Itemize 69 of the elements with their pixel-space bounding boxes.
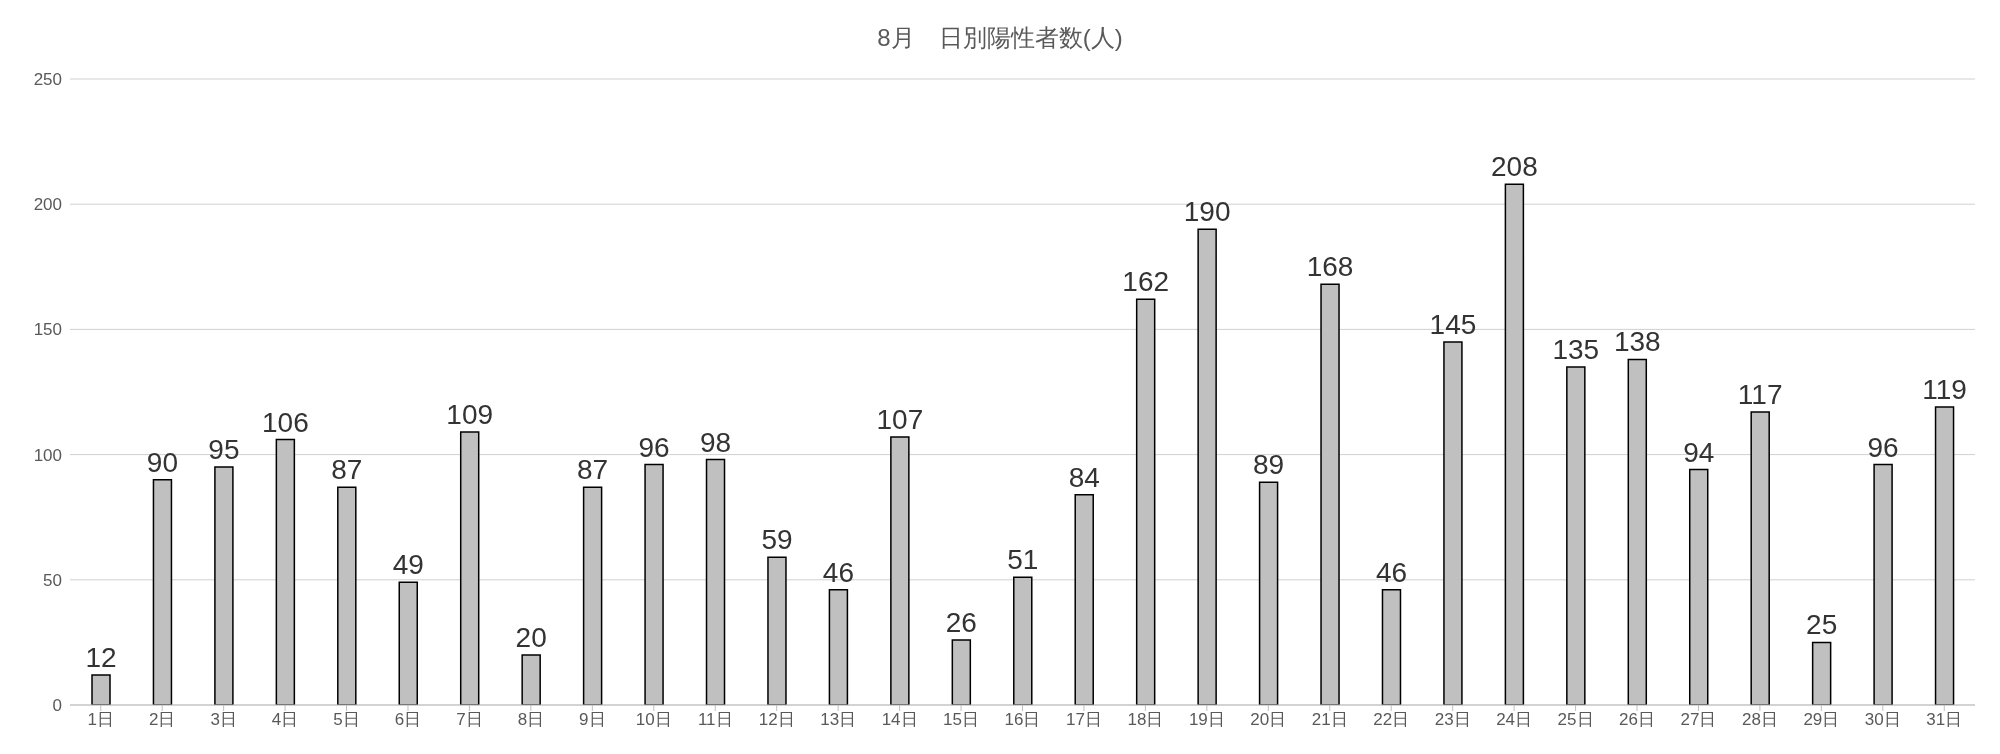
data-label: 98 — [699, 426, 732, 458]
data-label: 26 — [945, 606, 977, 638]
data-label: 107 — [876, 404, 924, 436]
x-tick-label: 4日 — [271, 710, 299, 730]
chart-title: 8月 日別陽性者数(人) — [876, 23, 1124, 53]
x-tick-label: 1日 — [87, 710, 114, 730]
data-label: 162 — [1122, 266, 1170, 298]
data-label: 20 — [515, 621, 547, 653]
x-tick-label: 9日 — [579, 710, 606, 730]
data-label: 49 — [392, 549, 424, 581]
data-label: 96 — [1867, 431, 1899, 463]
data-label: 109 — [446, 399, 494, 431]
data-label: 51 — [1007, 544, 1039, 576]
x-tick-label: 22日 — [1373, 710, 1410, 730]
x-tick-label: 28日 — [1741, 710, 1778, 730]
x-tick-label: 3日 — [210, 710, 237, 730]
data-label: 119 — [1922, 374, 1967, 406]
x-tick-label: 24日 — [1496, 710, 1533, 730]
data-label: 89 — [1253, 449, 1285, 481]
data-label: 84 — [1068, 461, 1100, 493]
data-label: 12 — [85, 641, 117, 673]
x-tick-label: 25日 — [1557, 710, 1594, 730]
x-tick-label: 6日 — [394, 710, 422, 730]
y-tick-label: 0 — [52, 696, 62, 716]
data-label: 106 — [262, 406, 309, 438]
x-tick-label: 16日 — [1004, 710, 1041, 730]
data-label: 25 — [1806, 609, 1838, 641]
data-label: 135 — [1552, 333, 1600, 365]
x-tick-label: 2日 — [148, 710, 176, 730]
x-tick-label: 8日 — [517, 710, 545, 730]
x-tick-label: 27日 — [1680, 710, 1717, 730]
x-tick-label: 30日 — [1864, 710, 1901, 730]
x-tick-label: 7日 — [456, 710, 483, 730]
x-tick-label: 21日 — [1311, 710, 1348, 730]
x-tick-label: 10日 — [635, 710, 672, 730]
data-label: 94 — [1683, 436, 1715, 468]
y-tick-label: 50 — [43, 570, 62, 590]
data-label: 96 — [638, 431, 670, 463]
data-label: 59 — [761, 524, 793, 556]
x-tick-label: 13日 — [820, 710, 857, 730]
x-tick-label: 12日 — [758, 710, 795, 730]
x-tick-label: 14日 — [881, 710, 918, 730]
x-tick-label: 20日 — [1250, 710, 1287, 730]
x-tick-label: 18日 — [1127, 710, 1164, 730]
y-tick-label: 150 — [33, 320, 62, 340]
y-tick-label: 200 — [33, 195, 62, 215]
data-label: 190 — [1183, 196, 1231, 228]
data-label: 145 — [1429, 308, 1477, 340]
x-tick-label: 19日 — [1188, 710, 1225, 730]
data-label: 87 — [331, 454, 363, 486]
data-label: 46 — [1375, 556, 1408, 588]
data-label: 90 — [146, 446, 179, 478]
x-tick-label: 29日 — [1803, 710, 1840, 730]
data-label: 95 — [208, 434, 240, 466]
data-label: 46 — [822, 556, 854, 588]
x-tick-label: 11日 — [697, 710, 733, 730]
data-label: 208 — [1491, 151, 1538, 183]
data-label: 168 — [1306, 251, 1354, 283]
x-tick-label: 23日 — [1434, 710, 1471, 730]
x-tick-label: 31日 — [1926, 710, 1963, 730]
data-label: 138 — [1613, 326, 1661, 358]
x-tick-label: 17日 — [1065, 710, 1102, 730]
data-label: 117 — [1737, 379, 1783, 411]
x-tick-label: 5日 — [333, 710, 360, 730]
data-label: 87 — [577, 454, 609, 486]
x-tick-label: 26日 — [1619, 710, 1655, 730]
y-tick-label: 100 — [33, 445, 62, 465]
x-tick-label: 15日 — [943, 710, 980, 730]
y-tick-label: 250 — [33, 70, 62, 90]
